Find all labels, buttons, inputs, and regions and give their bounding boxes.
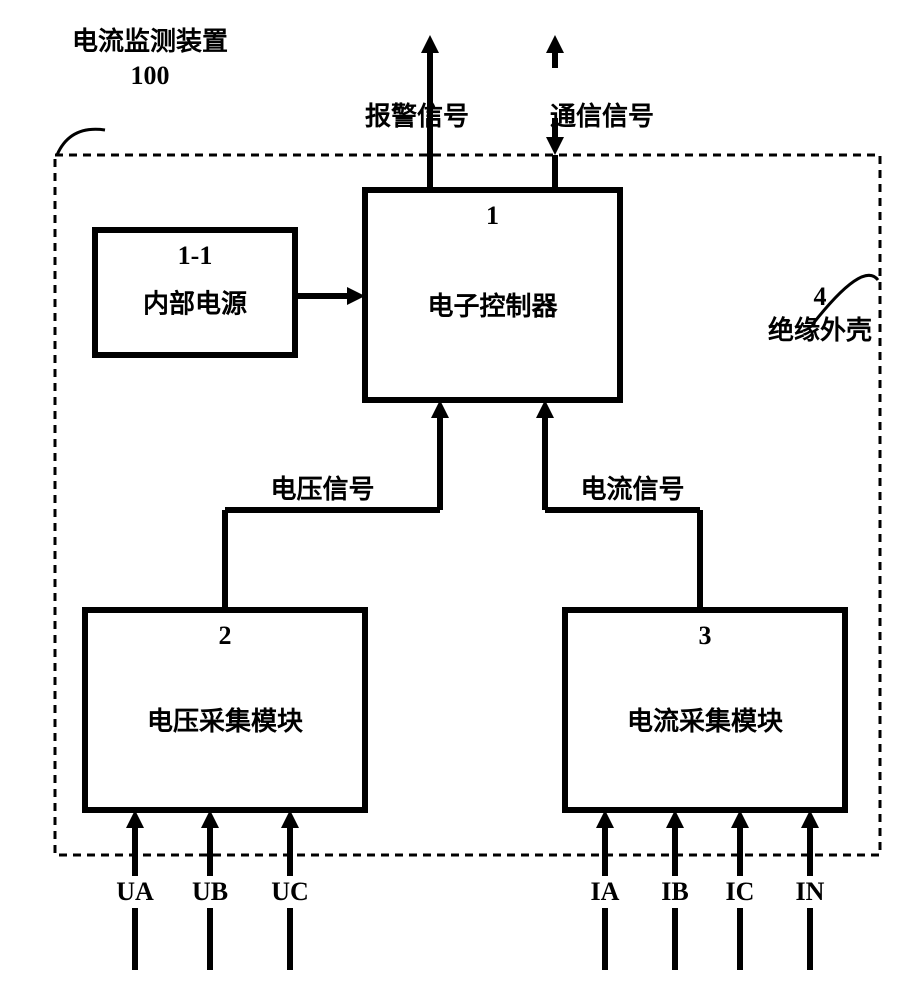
comm-label: 通信信号 [550,102,654,131]
title-line2: 100 [131,61,170,90]
title-line1: 电流监测装置 [72,27,228,56]
vin-2-label: UC [271,877,309,906]
title-leader [57,129,105,155]
psu-id: 1-1 [178,241,213,270]
iin-0-label: IA [591,877,620,906]
vin-0-label: UA [116,877,154,906]
voltage-signal-label: 电压信号 [270,475,374,504]
controller-id: 1 [486,201,499,230]
controller-label: 电子控制器 [427,292,558,321]
alarm-label: 报警信号 [365,101,469,131]
current-signal-label: 电流信号 [580,475,684,504]
enclosure-label: 绝缘外壳 [768,315,872,345]
voltage-label: 电压采集模块 [147,706,303,736]
current-label: 电流采集模块 [627,706,783,736]
enclosure-id: 4 [814,282,827,311]
iin-3-label: IN [796,877,825,906]
voltage-id: 2 [219,621,232,650]
block-diagram: 电流监测装置 100 4 绝缘外壳 1 电子控制器 1-1 内部电源 2 电压采集模块 3 电流采集模… [0,0,913,1000]
iin-1-label: IB [661,877,688,906]
psu-label: 内部电源 [143,290,247,319]
vin-1-label: UB [192,877,228,906]
current-id: 3 [699,621,712,650]
iin-2-label: IC [726,877,755,906]
